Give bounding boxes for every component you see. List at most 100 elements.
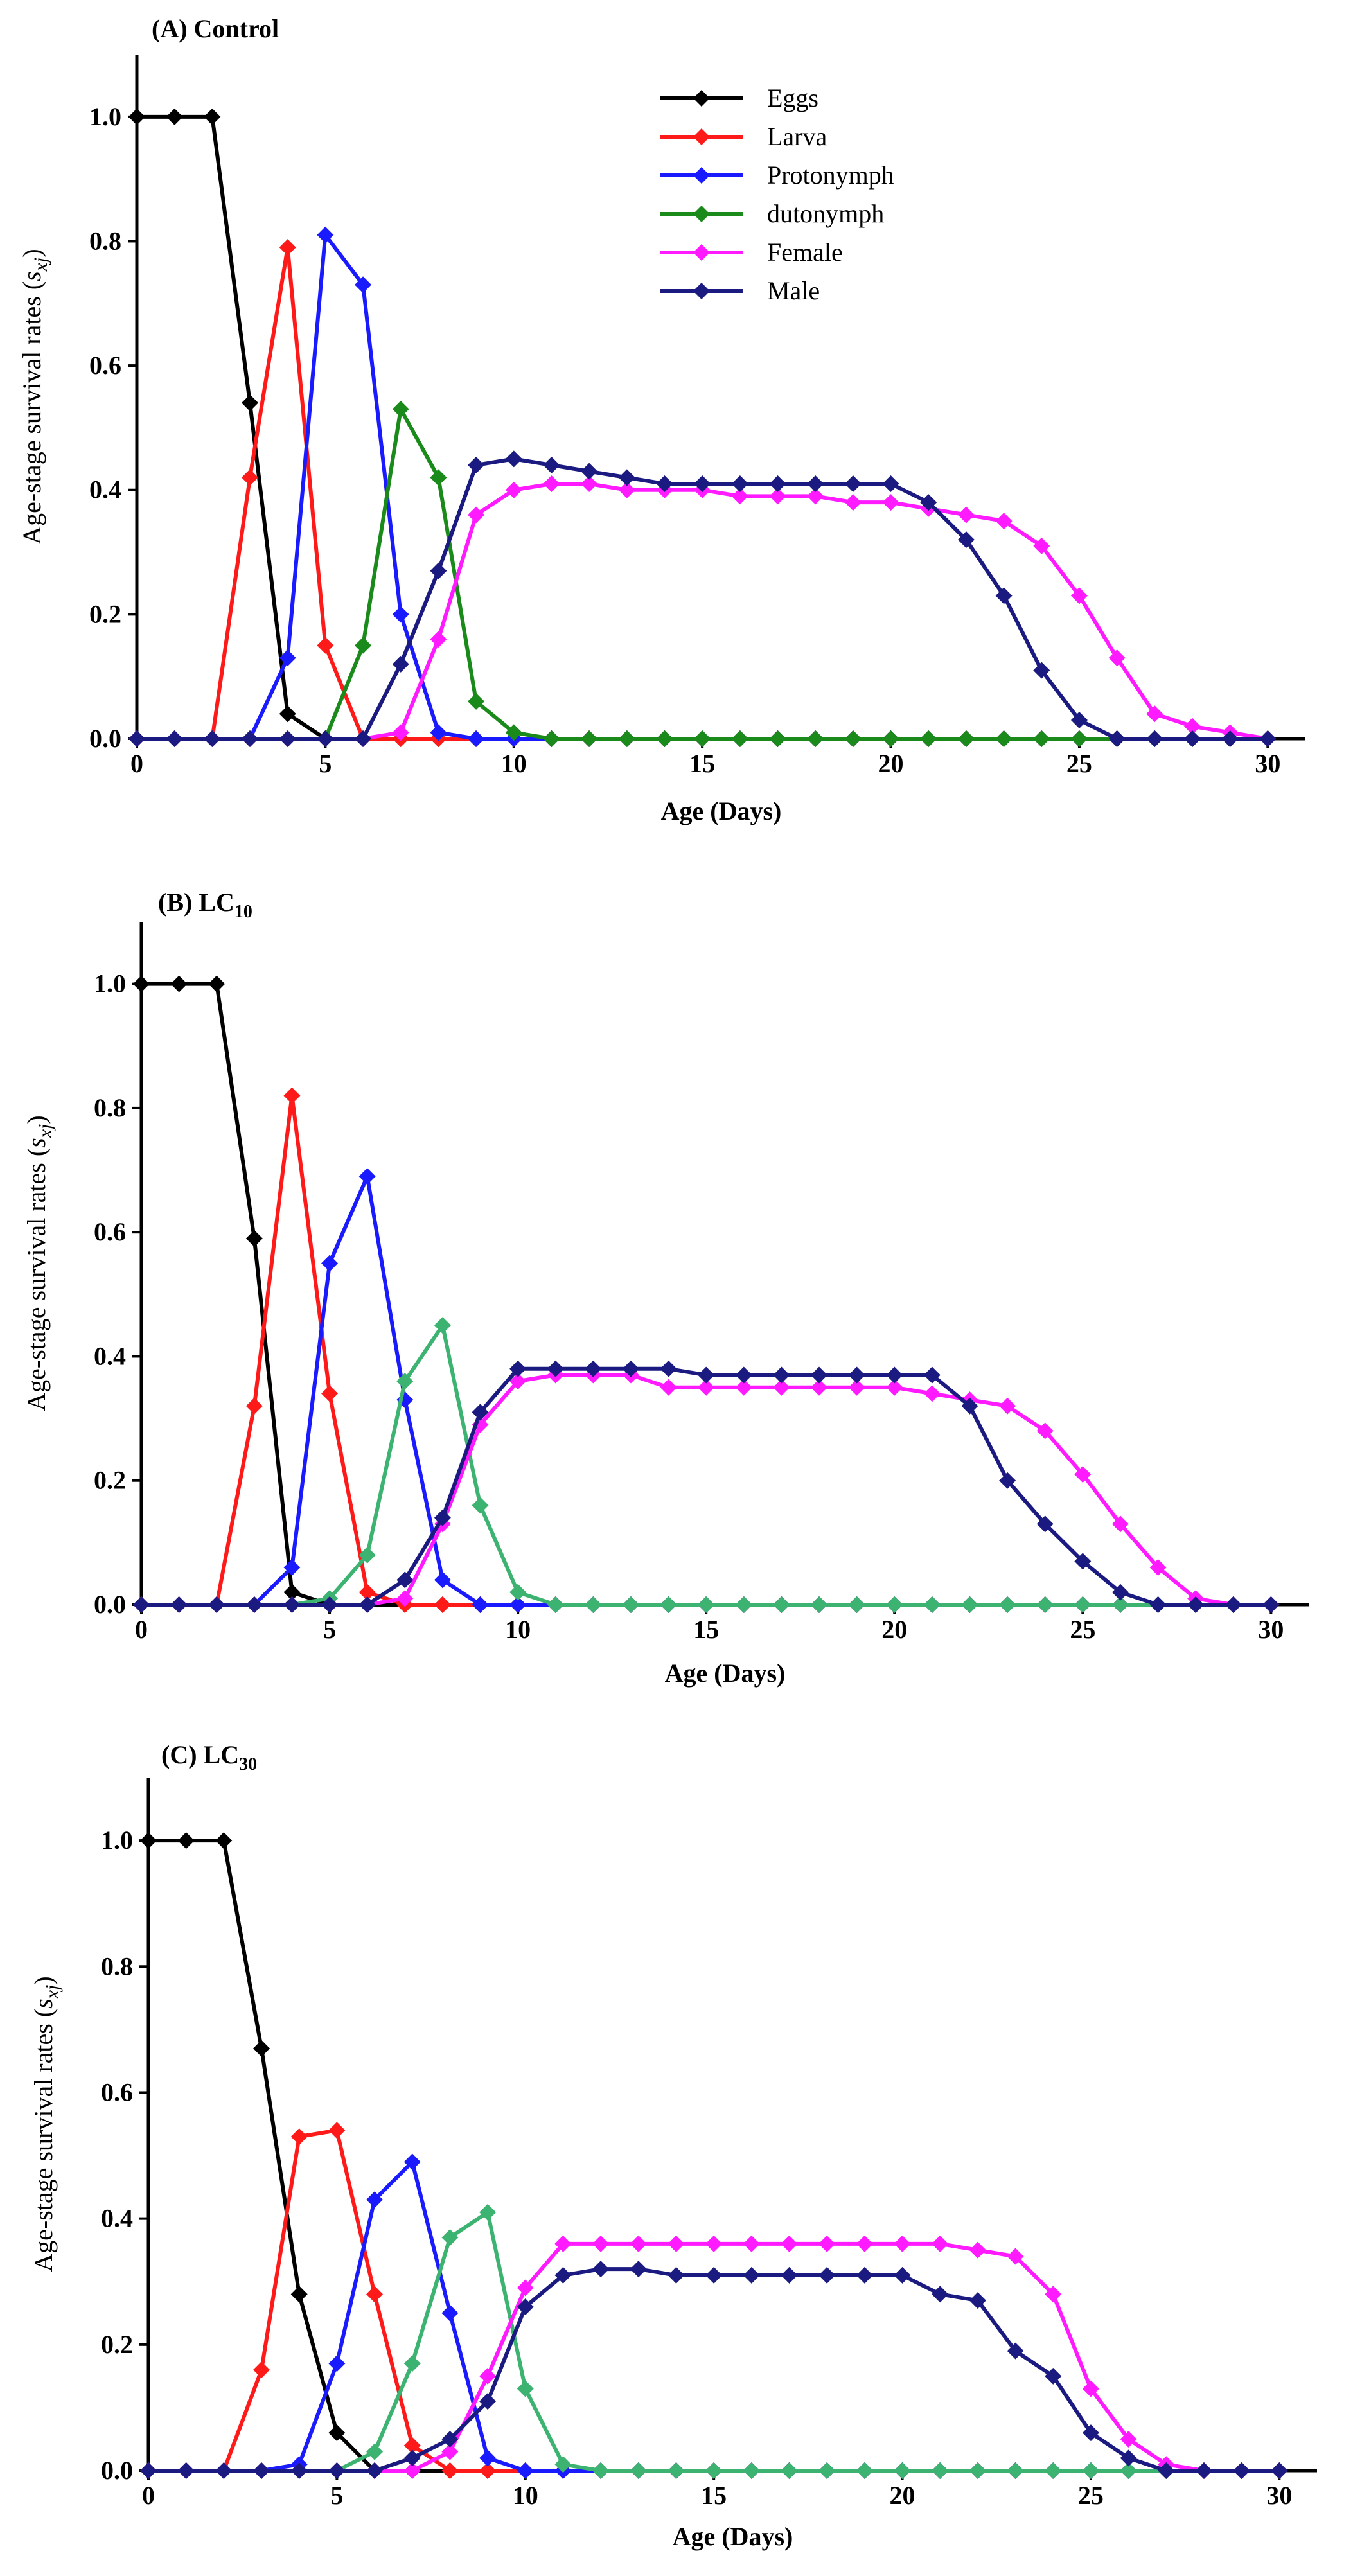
data-point xyxy=(705,2462,723,2479)
data-point xyxy=(848,1379,865,1396)
data-point xyxy=(543,457,560,473)
data-point xyxy=(932,2286,949,2303)
legend-label: dutonymph xyxy=(767,199,884,228)
data-point xyxy=(403,2437,421,2454)
data-point xyxy=(961,1596,978,1613)
data-point xyxy=(479,2203,497,2221)
data-point xyxy=(735,1379,752,1396)
data-point xyxy=(932,2462,949,2479)
data-point xyxy=(517,2462,534,2479)
y-label-subscript: xj xyxy=(30,258,51,272)
data-point xyxy=(1183,718,1201,735)
data-point xyxy=(1070,711,1088,728)
data-point xyxy=(403,2355,421,2372)
data-point xyxy=(581,463,598,480)
data-point xyxy=(279,649,296,667)
data-point xyxy=(245,1230,263,1247)
data-point xyxy=(818,2266,836,2284)
y-label-subscript: xj xyxy=(42,1985,63,2000)
data-point xyxy=(1074,1596,1092,1613)
data-point xyxy=(995,587,1013,604)
data-point xyxy=(430,724,447,741)
data-point xyxy=(811,1366,828,1384)
y-tick-label: 0.0 xyxy=(94,1590,126,1619)
data-point xyxy=(358,1546,376,1564)
x-tick-label: 25 xyxy=(1066,749,1092,778)
data-point xyxy=(1045,2462,1062,2479)
data-point xyxy=(660,1360,677,1377)
y-tick-label: 1.0 xyxy=(101,1826,133,1855)
data-point xyxy=(204,108,221,125)
data-point xyxy=(618,469,635,486)
data-point xyxy=(698,1596,715,1613)
data-point xyxy=(430,562,447,579)
y-label-text: Age-stage survival rates ( xyxy=(29,2009,58,2272)
data-point xyxy=(856,2266,873,2284)
data-point xyxy=(355,637,372,654)
data-point xyxy=(1070,587,1088,604)
data-point xyxy=(923,1385,941,1402)
x-tick-label: 20 xyxy=(890,2481,915,2510)
title-text: (C) LC xyxy=(161,1740,239,1769)
data-point xyxy=(517,2298,534,2315)
data-point xyxy=(961,1397,978,1415)
data-point xyxy=(592,2462,610,2479)
data-point xyxy=(995,730,1013,747)
data-point xyxy=(328,2355,346,2372)
panel-title: (C) LC30 xyxy=(161,1740,257,1774)
x-tick-label: 25 xyxy=(1078,2481,1104,2510)
data-point xyxy=(283,1596,301,1613)
data-point xyxy=(279,705,296,723)
data-point xyxy=(1033,730,1050,747)
series-line xyxy=(137,482,1268,741)
data-point xyxy=(290,2128,308,2146)
data-point xyxy=(1183,730,1201,747)
data-point xyxy=(366,2286,384,2303)
data-point xyxy=(208,975,226,992)
data-point xyxy=(392,606,409,623)
y-label-text: Age-stage survival rates ( xyxy=(22,1148,51,1411)
panel-title: (B) LC10 xyxy=(158,888,252,922)
data-point xyxy=(581,730,598,747)
data-point xyxy=(366,2462,384,2479)
data-point xyxy=(128,730,145,747)
title-text: (B) LC xyxy=(158,888,234,917)
data-point xyxy=(694,730,711,747)
data-point xyxy=(1082,2424,1099,2442)
x-tick-label: 15 xyxy=(693,1615,719,1644)
data-point xyxy=(166,108,183,125)
data-point xyxy=(392,724,409,741)
data-point xyxy=(622,1360,639,1377)
data-point xyxy=(769,730,786,747)
data-point xyxy=(468,693,485,710)
data-point xyxy=(208,1596,226,1613)
data-point xyxy=(543,475,560,493)
y-label-close: ) xyxy=(22,1115,51,1124)
x-tick-label: 15 xyxy=(689,749,715,778)
data-point xyxy=(509,1584,527,1601)
data-point xyxy=(358,1168,376,1185)
data-point xyxy=(509,1596,527,1613)
data-point xyxy=(735,1366,752,1384)
data-point xyxy=(957,531,975,549)
data-point xyxy=(731,730,748,747)
data-point xyxy=(133,1596,150,1613)
data-point xyxy=(844,730,862,747)
data-point xyxy=(698,1379,715,1396)
y-label-symbol: s xyxy=(22,1138,51,1148)
data-point xyxy=(1120,2449,1137,2467)
legend-marker xyxy=(693,283,710,299)
data-point xyxy=(1149,1596,1167,1613)
data-point xyxy=(1111,1584,1129,1601)
data-point xyxy=(1007,2248,1024,2265)
data-point xyxy=(923,1596,941,1613)
data-point xyxy=(773,1366,790,1384)
data-point xyxy=(479,2393,497,2410)
data-point xyxy=(844,494,862,511)
data-point xyxy=(1225,1596,1242,1613)
data-point xyxy=(844,475,862,493)
data-point xyxy=(1036,1515,1054,1533)
x-tick-label: 10 xyxy=(505,1615,531,1644)
title-text: (A) Control xyxy=(152,14,279,43)
